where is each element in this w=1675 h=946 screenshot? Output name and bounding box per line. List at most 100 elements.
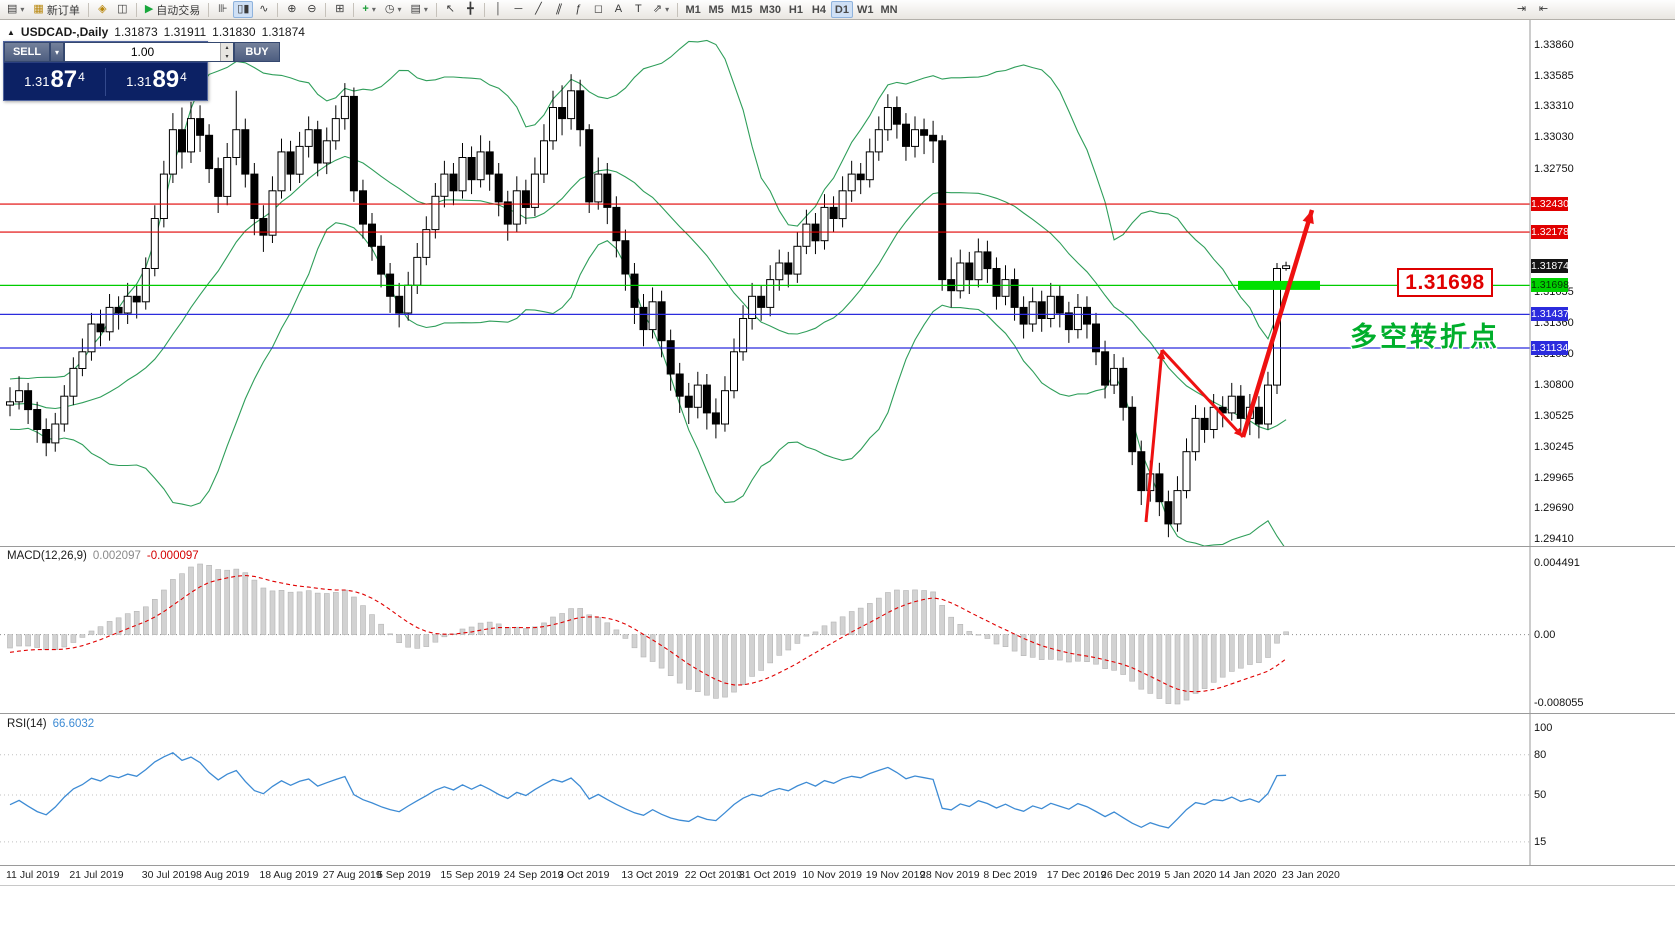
autotrade-label: 自动交易: [156, 4, 201, 17]
sell-price-pip: 4: [78, 69, 85, 84]
sell-price[interactable]: 1.31 87 4: [4, 65, 105, 96]
buy-price[interactable]: 1.31 89 4: [106, 67, 207, 96]
timeframe-h1[interactable]: H1: [785, 1, 807, 18]
macd-main-value: 0.002097: [92, 550, 141, 562]
main-toolbar: ▤ ▾ ▦ 新订单 ◈ ◫ ▶ 自动交易 ⊪ ▯▮ ∿ ⊕ ⊖ ⊞ + ▾ ◷ ▾ ▤ ▾ …: [0, 0, 1675, 20]
timeframe-w1[interactable]: W1: [854, 1, 877, 18]
zoom-out-button[interactable]: ⊖: [302, 1, 321, 18]
horizontal-line-tool-button[interactable]: ─: [509, 1, 528, 18]
indicators-button[interactable]: + ▾: [358, 1, 379, 18]
chevron-down-icon: ▾: [20, 5, 25, 14]
timeframe-h4[interactable]: H4: [808, 1, 830, 18]
trend-arrow[interactable]: [1240, 209, 1315, 438]
chevron-down-icon: ▾: [371, 5, 376, 14]
trendline-icon: ╱: [535, 3, 542, 15]
shapes-icon: ◻: [593, 3, 603, 15]
chart-shift-icon: ⇤: [1538, 3, 1549, 15]
chevron-down-icon: ▾: [397, 5, 402, 14]
zoom-in-button[interactable]: ⊕: [282, 1, 301, 18]
arrow-tool-icon: ⇗: [652, 3, 663, 15]
buy-button[interactable]: BUY: [234, 42, 280, 62]
fibonacci-icon: ƒ: [575, 3, 582, 15]
low-value: 1.31830: [212, 25, 256, 39]
high-value: 1.31911: [163, 25, 207, 39]
new-order-button[interactable]: ▦ 新订单: [29, 1, 83, 18]
label-tool-icon: T: [635, 3, 642, 15]
profile-button[interactable]: ◫: [113, 1, 132, 18]
crosshair-tool-button[interactable]: ╋: [461, 1, 480, 18]
trend-arrow[interactable]: [1144, 349, 1164, 523]
green-highlight-bar[interactable]: [1238, 280, 1320, 290]
rsi-value: 66.6032: [52, 718, 95, 730]
toolbar-separator: [277, 2, 279, 17]
candlestick-chart-button[interactable]: ▯▮: [233, 1, 254, 18]
autotrade-button[interactable]: ▶ 自动交易: [141, 1, 204, 18]
buy-price-pip: 4: [180, 69, 187, 84]
new-order-icon: ▦: [33, 3, 44, 15]
trend-arrow[interactable]: [1160, 348, 1245, 439]
arrow-head: [1157, 350, 1166, 360]
community-button[interactable]: ◈: [93, 1, 112, 18]
channel-tool-button[interactable]: ∥: [549, 1, 568, 18]
label-tool-button[interactable]: T: [629, 1, 648, 18]
trendline-tool-button[interactable]: ╱: [529, 1, 548, 18]
tile-windows-icon: ⊞: [335, 3, 345, 15]
new-chart-button[interactable]: ▤ ▾: [3, 1, 28, 18]
cursor-tool-button[interactable]: ↖: [441, 1, 460, 18]
shapes-tool-button[interactable]: ◻: [589, 1, 608, 18]
new-chart-icon: ▤: [7, 3, 18, 15]
vertical-line-tool-button[interactable]: │: [489, 1, 508, 18]
bollinger-upper-line: [9, 39, 1287, 380]
line-chart-button[interactable]: ∿: [254, 1, 273, 18]
collapse-icon[interactable]: ▲: [7, 27, 15, 37]
macd-title: MACD(12,26,9): [7, 550, 87, 562]
volume-field: ▴ ▾: [64, 42, 234, 62]
macd-signal-value: -0.000097: [146, 550, 199, 562]
turning-point-note[interactable]: 多空转折点: [1350, 322, 1500, 352]
periods-button[interactable]: ◷ ▾: [381, 1, 406, 18]
volume-up-button[interactable]: ▴: [221, 43, 233, 52]
auto-scroll-button[interactable]: ⇥: [1512, 1, 1531, 18]
bar-chart-button[interactable]: ⊪: [213, 1, 232, 18]
close-value: 1.31874: [261, 25, 305, 39]
text-tool-icon: A: [614, 3, 623, 15]
sell-options-button[interactable]: ▾: [50, 42, 64, 62]
volume-down-button[interactable]: ▾: [221, 52, 233, 61]
volume-spinner: ▴ ▾: [220, 43, 233, 61]
template-icon: ▤: [410, 3, 421, 15]
toolbar-separator: [677, 2, 679, 17]
timeframe-m30[interactable]: M30: [757, 1, 784, 18]
toolbar-right-group: ⇥ ⇤: [1512, 1, 1553, 18]
rsi-title: RSI(14): [7, 718, 47, 730]
arrows-tool-button[interactable]: ⇗ ▾: [649, 1, 673, 18]
macd-pane: [0, 563, 1530, 705]
crosshair-icon: ╋: [467, 3, 474, 15]
chart-shift-button[interactable]: ⇤: [1534, 1, 1553, 18]
symbol-label: USDCAD-,Daily: [20, 25, 109, 39]
zoom-out-icon: ⊖: [307, 3, 317, 15]
rsi-line: [9, 752, 1287, 829]
toolbar-separator: [135, 2, 137, 17]
fibonacci-tool-button[interactable]: ƒ: [569, 1, 588, 18]
sell-price-big: 87: [50, 65, 78, 93]
text-tool-button[interactable]: A: [609, 1, 628, 18]
chart-title: ▲ USDCAD-,Daily 1.31873 1.31911 1.31830 …: [7, 25, 305, 39]
timeframe-m15[interactable]: M15: [728, 1, 755, 18]
timeframe-m5[interactable]: M5: [705, 1, 727, 18]
candlestick-chart-icon: ▯▮: [237, 3, 250, 15]
sell-button[interactable]: SELL: [4, 42, 50, 62]
toolbar-separator: [483, 2, 485, 17]
macd-label: MACD(12,26,9) 0.002097 -0.000097: [7, 550, 199, 562]
timeframe-m1[interactable]: M1: [682, 1, 704, 18]
one-click-trading-panel: SELL ▾ ▴ ▾ BUY 1.31 87 4 1.31 89 4: [3, 41, 280, 101]
timeframe-mn[interactable]: MN: [877, 1, 900, 18]
auto-scroll-icon: ⇥: [1516, 3, 1527, 15]
templates-button[interactable]: ▤ ▾: [406, 1, 431, 18]
price-flag[interactable]: 1.31698: [1397, 268, 1493, 297]
timeframe-d1[interactable]: D1: [830, 1, 853, 18]
volume-input[interactable]: [65, 43, 220, 61]
tile-windows-button[interactable]: ⊞: [330, 1, 349, 18]
cursor-icon: ↖: [445, 3, 456, 15]
horizontal-line-icon: ─: [514, 3, 523, 15]
